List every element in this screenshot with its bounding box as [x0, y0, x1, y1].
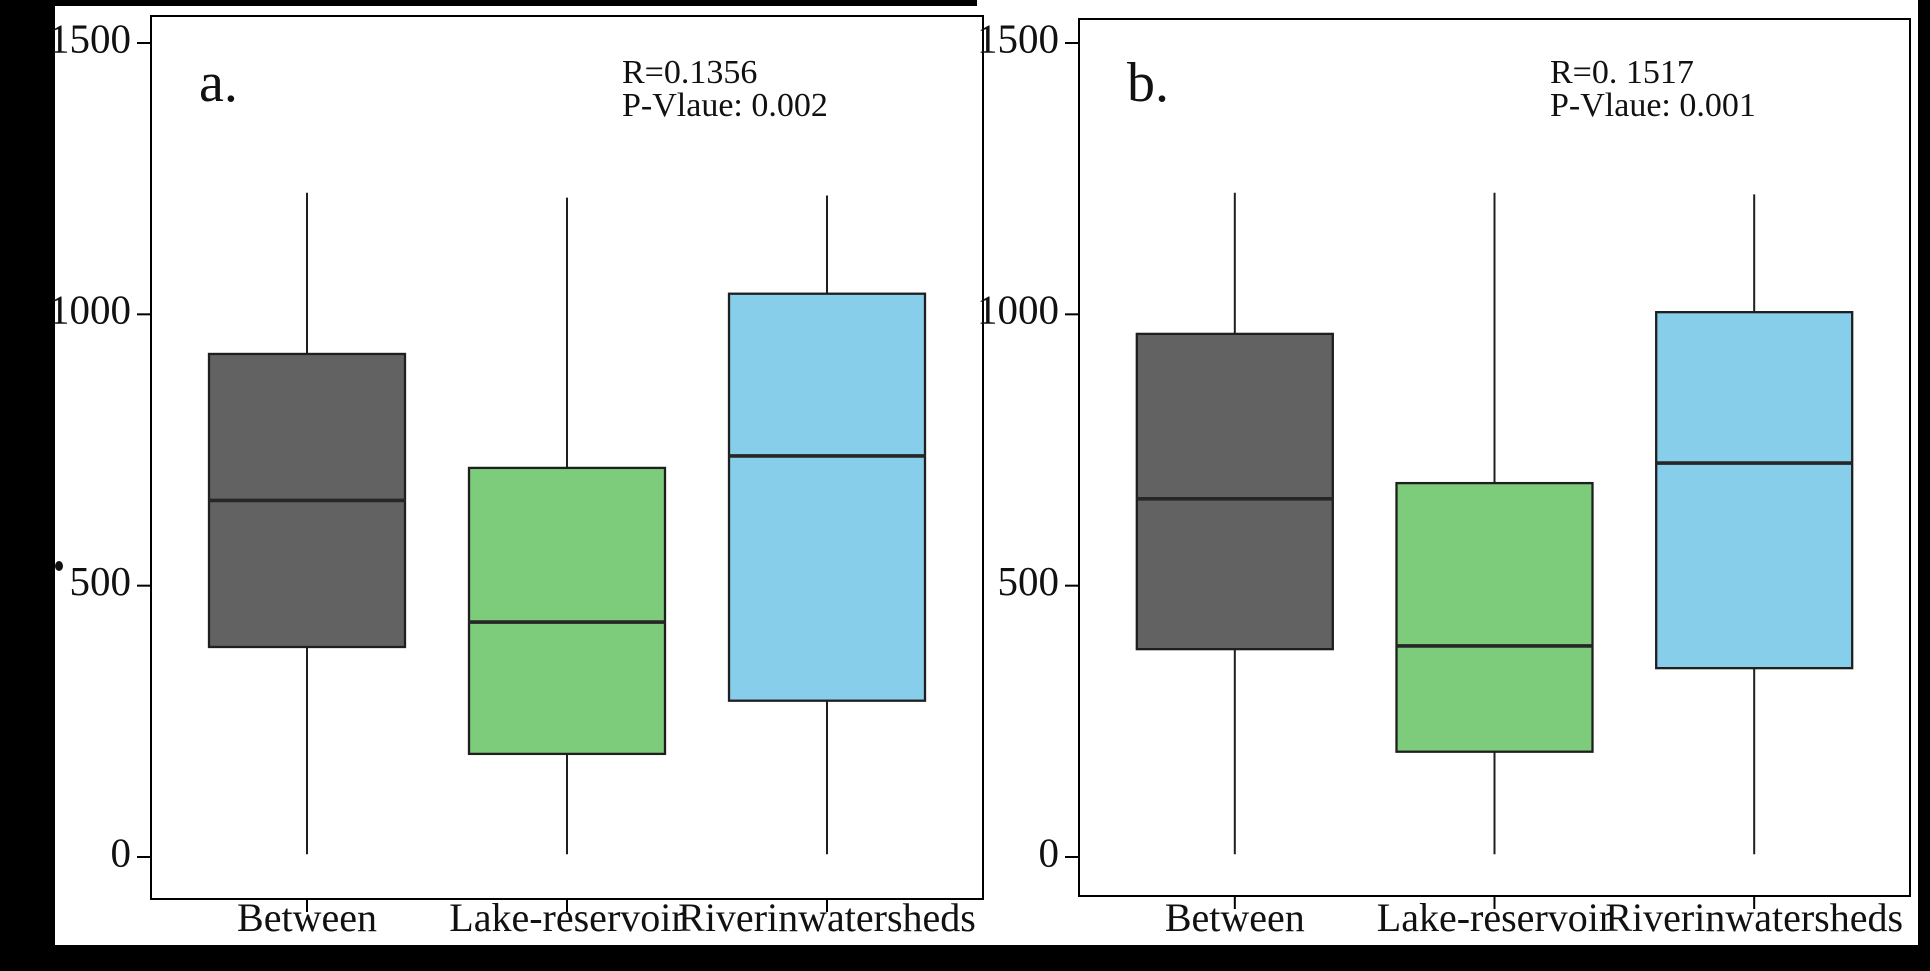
- y-tick-label: 1500: [977, 15, 1059, 61]
- x-category-label: Riverinwatersheds: [678, 895, 976, 940]
- y-tick-label: 0: [1039, 829, 1060, 875]
- iqr-box: [1135, 332, 1334, 651]
- iqr-box: [1395, 481, 1594, 753]
- iqr-box: [727, 292, 927, 702]
- y-tick-label: 1500: [49, 15, 131, 61]
- box-group-lake-reservoir: [467, 197, 667, 855]
- x-category-label: Lake-reservoir: [1377, 895, 1612, 940]
- x-category-label: Between: [1165, 895, 1305, 940]
- y-axis-title-fragment: [55, 561, 63, 571]
- y-tick-label: 500: [998, 558, 1060, 604]
- p-value-annotation: P-Vlaue: 0.002: [622, 87, 828, 124]
- box-group-lake-reservoir: [1395, 192, 1594, 855]
- box-group-between: [207, 192, 407, 855]
- panel-label: a.: [199, 52, 238, 114]
- r-value-annotation: R=0. 1517: [1550, 54, 1694, 91]
- y-tick-label: 500: [70, 558, 132, 604]
- panel-a: 0 500 1000 1500 Between Lake-reservoirRiverin…: [49, 15, 984, 940]
- y-tick-label: 1000: [977, 287, 1059, 333]
- x-category-label: Riverinwatersheds: [1605, 895, 1903, 940]
- x-category-label: Between: [237, 895, 377, 940]
- p-value-annotation: P-Vlaue: 0.001: [1550, 87, 1756, 124]
- r-value-annotation: R=0.1356: [622, 54, 757, 91]
- box-group-riverinwatersheds: [727, 195, 927, 855]
- box-group-between: [1135, 192, 1334, 855]
- panel-b: 0 500 1000 1500 Between Lake-reservoirRiverin…: [977, 15, 1911, 940]
- y-tick-label: 1000: [49, 287, 131, 333]
- iqr-box: [1655, 311, 1854, 670]
- x-category-label: Lake-reservoir: [449, 895, 684, 940]
- y-tick-label: 0: [111, 829, 132, 875]
- panel-label: b.: [1127, 52, 1169, 114]
- iqr-box: [467, 466, 667, 756]
- figure-paper-top-strip: [977, 0, 1918, 8]
- box-group-riverinwatersheds: [1655, 194, 1854, 855]
